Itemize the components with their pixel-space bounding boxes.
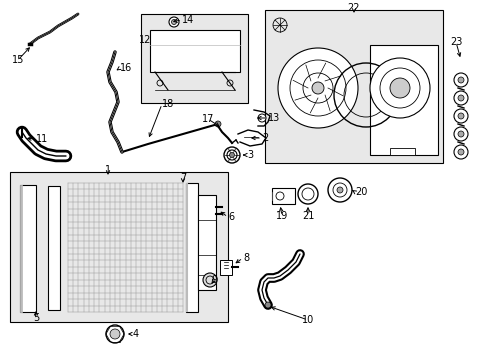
Bar [10,172,227,322]
Circle shape [264,302,270,308]
Text: 6: 6 [227,212,234,222]
Text: 15: 15 [12,55,24,65]
Circle shape [457,131,463,137]
Circle shape [336,187,342,193]
Circle shape [169,17,179,27]
Bar [48,186,60,310]
Circle shape [229,153,234,158]
Text: 12: 12 [139,35,151,45]
Text: 20: 20 [354,187,366,197]
Circle shape [171,19,176,24]
Circle shape [226,150,237,160]
Text: 3: 3 [246,150,253,160]
Bar [20,185,36,312]
Circle shape [389,78,409,98]
Circle shape [457,149,463,155]
Text: 22: 22 [347,3,360,13]
Circle shape [110,329,120,339]
Text: 23: 23 [449,37,461,47]
Bar [369,45,437,155]
Text: 14: 14 [182,15,194,25]
Text: 17: 17 [202,114,214,124]
Bar [185,183,198,312]
Bar [271,188,294,204]
Circle shape [203,273,217,287]
Circle shape [258,114,265,122]
Bar [141,14,247,103]
Bar [389,148,414,155]
Text: 16: 16 [120,63,132,73]
Text: 21: 21 [301,211,314,221]
Text: 5: 5 [33,313,39,323]
Text: 18: 18 [162,99,174,109]
Text: 7: 7 [180,173,186,183]
Circle shape [311,82,324,94]
Circle shape [278,48,357,128]
Bar [198,195,216,290]
Text: 2: 2 [262,133,268,143]
Text: 1: 1 [105,165,111,175]
Bar [220,260,231,275]
Text: 9: 9 [210,275,217,285]
Circle shape [457,77,463,83]
Text: 8: 8 [243,253,248,263]
Text: 11: 11 [36,134,48,144]
Bar [150,30,240,72]
Circle shape [224,147,240,163]
Text: 4: 4 [133,329,139,339]
Circle shape [106,325,124,343]
Text: 10: 10 [301,315,313,325]
Text: 13: 13 [267,113,280,123]
Circle shape [215,121,221,127]
Circle shape [457,113,463,119]
Bar [264,10,442,163]
Circle shape [457,95,463,101]
Text: 19: 19 [275,211,287,221]
Circle shape [369,58,429,118]
